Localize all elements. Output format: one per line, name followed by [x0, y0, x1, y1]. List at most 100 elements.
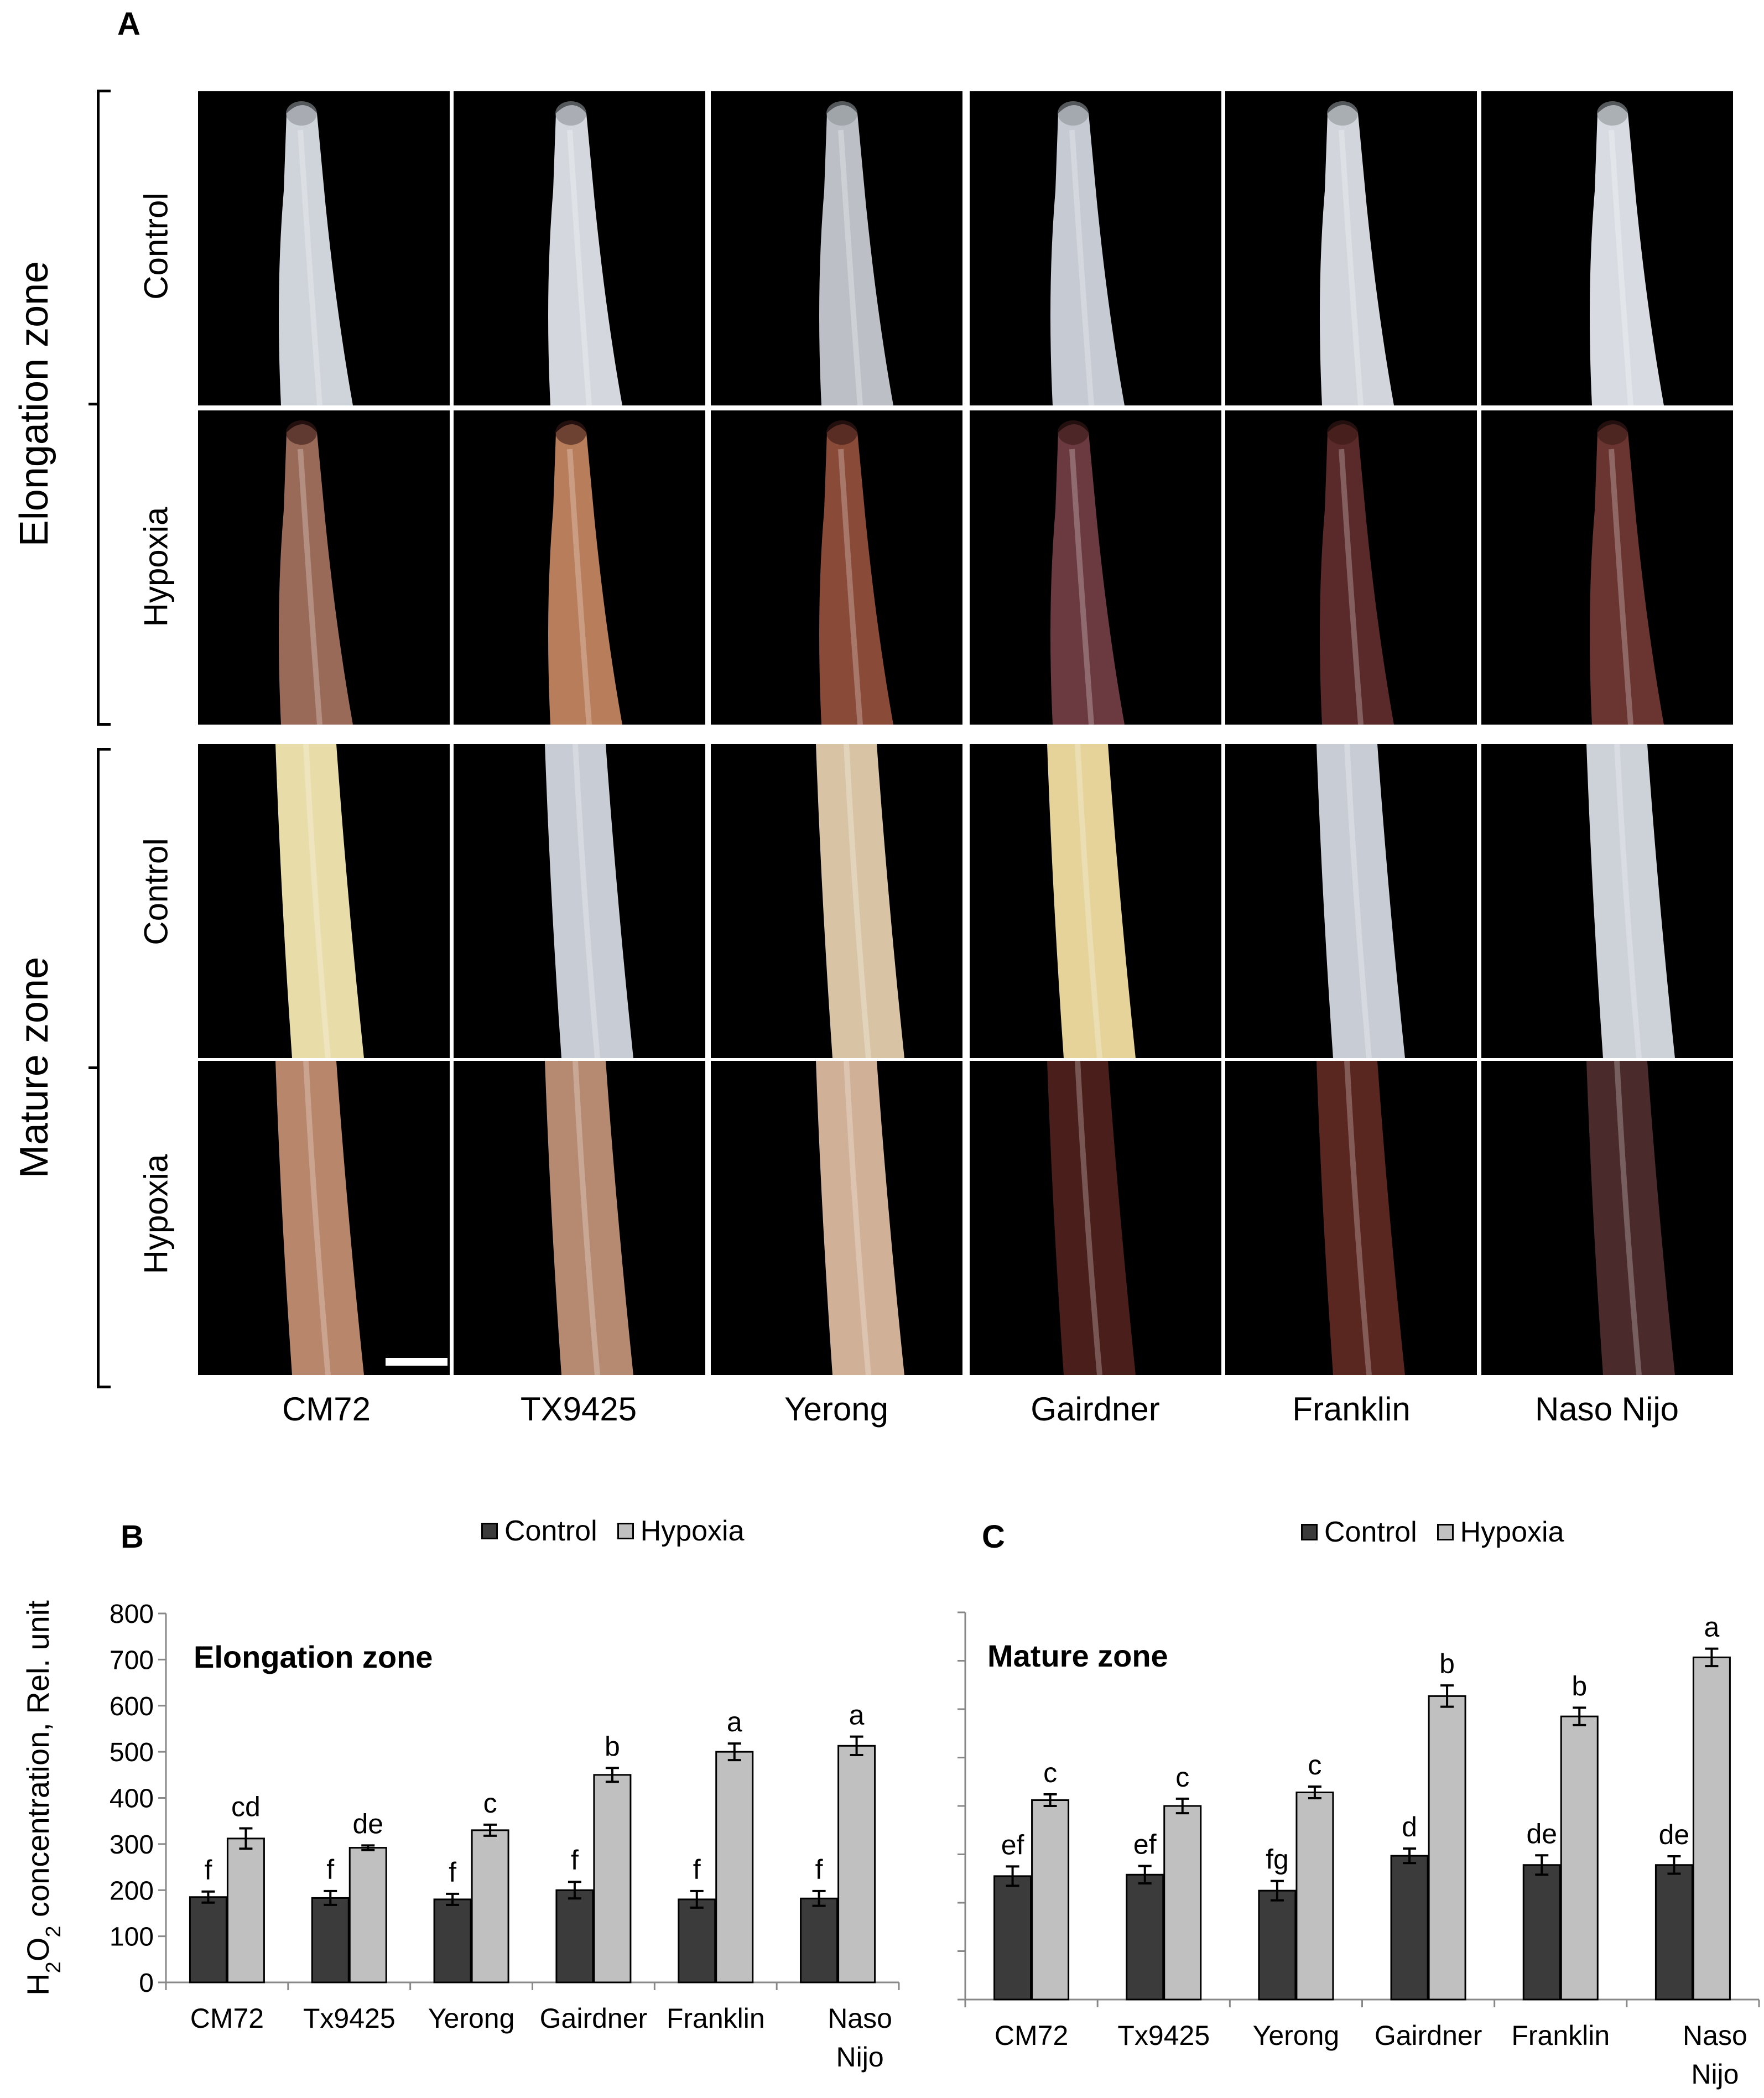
root-shape: [275, 744, 364, 1058]
panel-c-label: C: [982, 1519, 1005, 1555]
bar-charts: 0 100 200 300 400 500 600 700 800 Elongation zone…: [20, 1600, 1760, 2090]
chart-c-bar-control: [1258, 1889, 1297, 2001]
chart-b-y-tick-label: 700: [110, 1646, 154, 1675]
root-highlight: [567, 129, 592, 405]
root-photo-elongation-hypoxia-tx9425: [454, 410, 705, 725]
root-shape: [275, 1061, 364, 1375]
root-tip: [555, 420, 586, 445]
root-tip: [1327, 420, 1358, 445]
chart-b-significance-letter: de: [352, 1808, 383, 1839]
root-highlight: [303, 1061, 331, 1375]
mature-bracket-tick: [89, 1066, 100, 1069]
legend-b-hypoxia-swatch: [617, 1523, 634, 1539]
chart-c-significance-letter: c: [1308, 1750, 1321, 1781]
chart-c-bar-control: [1654, 1864, 1693, 2001]
root-tip: [1597, 420, 1628, 445]
root-photo-mature-hypoxia-franklin: [1225, 1061, 1477, 1375]
root-photo-mature-hypoxia-tx9425: [454, 1061, 705, 1375]
chart-b-significance-letter: f: [326, 1854, 334, 1885]
chart-c-category-label: Yerong: [1253, 2020, 1340, 2051]
root-highlight: [1344, 1061, 1372, 1375]
chart-b-bar-control: [555, 1889, 594, 1984]
chart-b-y-tick-label: 400: [110, 1784, 154, 1814]
chart-b-category-label: Naso: [828, 2003, 892, 2034]
chart-c-significance-letter: ef: [1001, 1829, 1024, 1860]
root-shape: [816, 744, 904, 1058]
elongation-control-label: Control: [137, 192, 175, 300]
chart-c-title: Mature zone: [987, 1638, 1168, 1673]
root-shape: [1320, 424, 1394, 725]
root-photo-mature-hypoxia-yerong: [711, 1061, 962, 1375]
root-photo-elongation-control-gairdner: [970, 91, 1221, 405]
root-highlight: [567, 449, 592, 725]
root-highlight: [573, 1061, 600, 1375]
chart-c-significance-letter: d: [1402, 1811, 1417, 1842]
legend-b-control-label: Control: [504, 1515, 597, 1547]
elongation-zone-bracket: [97, 90, 111, 726]
chart-b-y-axis-label: H2O2 concentration, Rel. unit: [20, 1600, 65, 1996]
chart-b-category-label: Franklin: [667, 2003, 765, 2034]
root-highlight: [1609, 129, 1633, 405]
root-photo-elongation-control-cm72: [198, 91, 450, 405]
chart-c-bar-hypoxia: [1428, 1695, 1466, 2001]
chart-b-y-tick-label: 200: [110, 1876, 154, 1906]
root-shape: [819, 105, 893, 405]
root-tip: [1597, 101, 1628, 126]
root-tip: [1058, 420, 1089, 445]
chart-b-significance-letter: f: [815, 1854, 823, 1885]
chart-b-y-tick-label: 800: [110, 1600, 154, 1629]
mature-hypoxia-label: Hypoxia: [137, 1154, 175, 1274]
panel-b-label: B: [121, 1519, 144, 1555]
root-photo-mature-control-cm72: [198, 744, 450, 1058]
chart-b-category-label: Tx9425: [303, 2003, 396, 2034]
root-highlight: [298, 449, 322, 725]
root-photo-elongation-hypoxia-gairdner: [970, 410, 1221, 725]
root-shape: [545, 744, 633, 1058]
root-tip: [1058, 101, 1089, 126]
root-highlight: [838, 449, 863, 725]
root-highlight: [573, 744, 600, 1058]
chart-c-significance-letter: ef: [1133, 1829, 1157, 1860]
root-photo-mature-control-naso-nijo: [1481, 744, 1733, 1058]
chart-c-bar-hypoxia: [1163, 1805, 1202, 2001]
chart-b-significance-letter: b: [605, 1731, 620, 1762]
chart-b-significance-letter: a: [849, 1700, 865, 1731]
cultivar-label-tx9425: TX9425: [520, 1391, 637, 1428]
legend-c-hypoxia-swatch: [1437, 1524, 1454, 1540]
root-shape: [1590, 424, 1664, 725]
root-shape: [545, 1061, 633, 1375]
chart-c-bar-control: [1522, 1864, 1561, 2001]
chart-b-bar-control: [800, 1897, 839, 1984]
cultivar-label-franklin: Franklin: [1292, 1391, 1411, 1428]
root-photo-elongation-hypoxia-cm72: [198, 410, 450, 725]
chart-b-bar-control: [433, 1898, 472, 1984]
root-highlight: [844, 1061, 871, 1375]
root-shape: [548, 105, 622, 405]
chart-b-bar-control: [311, 1897, 350, 1984]
legend-c-control-swatch: [1301, 1524, 1318, 1540]
root-highlight: [1609, 449, 1633, 725]
root-photo-mature-hypoxia-gairdner: [970, 1061, 1221, 1375]
root-shape: [279, 105, 353, 405]
root-highlight: [303, 744, 331, 1058]
chart-b-significance-letter: c: [483, 1788, 497, 1819]
chart-b-category-label: CM72: [190, 2003, 264, 2034]
root-tip: [286, 101, 317, 126]
chart-b-category-label: Gairdner: [540, 2003, 648, 2034]
elongation-zone-label: Elongation zone: [12, 261, 56, 547]
chart-c-category-label: Tx9425: [1117, 2020, 1210, 2051]
chart-c-significance-letter: c: [1175, 1762, 1189, 1793]
chart-b-significance-letter: cd: [231, 1792, 261, 1823]
chart-c-significance-letter: fg: [1266, 1844, 1289, 1875]
root-shape: [1320, 105, 1394, 405]
root-photo-mature-control-franklin: [1225, 744, 1477, 1058]
root-photo-mature-control-gairdner: [970, 744, 1221, 1058]
chart-b-bar-control: [678, 1898, 716, 1984]
chart-b-significance-letter: f: [204, 1855, 212, 1886]
chart-c-significance-letter: c: [1043, 1757, 1057, 1788]
chart-b-significance-letter: f: [571, 1845, 579, 1876]
mature-control-label: Control: [137, 838, 175, 945]
chart-c-significance-letter: b: [1439, 1648, 1455, 1679]
root-tip: [826, 101, 857, 126]
legend-c: Control Hypoxia: [1301, 1516, 1564, 1549]
